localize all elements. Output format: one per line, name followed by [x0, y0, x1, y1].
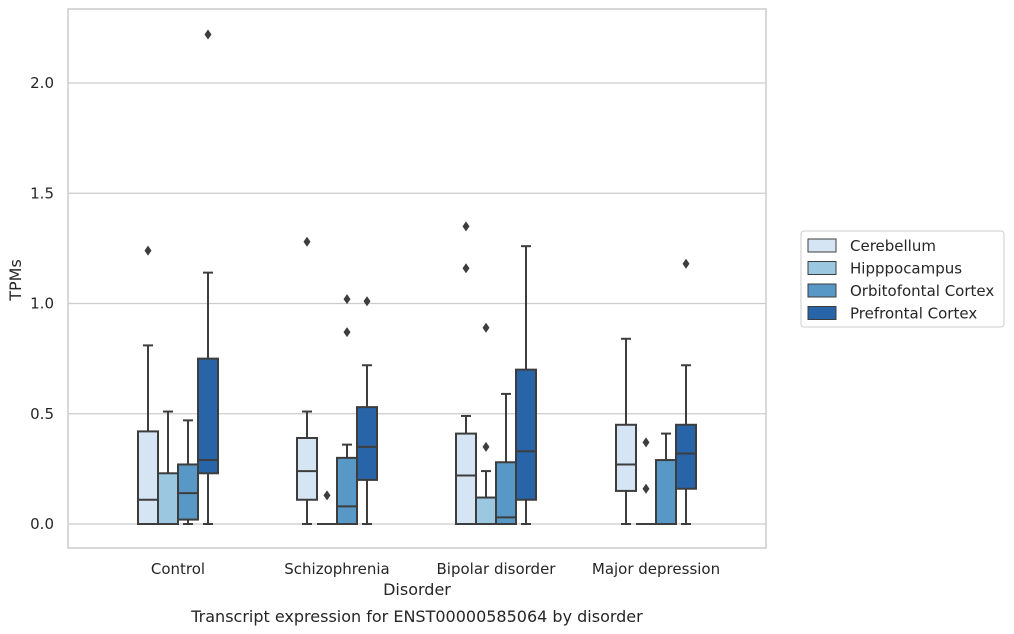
box-iqr — [336, 456, 358, 526]
box-group — [296, 236, 318, 525]
box-group — [455, 221, 477, 525]
box-group — [197, 29, 219, 525]
box-group — [675, 258, 697, 525]
box-iqr — [455, 432, 477, 525]
legend-frame — [800, 230, 1005, 328]
box-iqr — [655, 459, 677, 525]
box-iqr — [296, 437, 318, 501]
outlier-point — [323, 490, 331, 501]
box-iqr — [137, 430, 159, 526]
box-iqr — [615, 423, 637, 492]
box-group — [336, 294, 358, 526]
y-axis-title: TPMs — [6, 259, 25, 302]
box-group — [137, 245, 159, 526]
box-group — [615, 337, 637, 525]
y-tick-label: 1.5 — [30, 184, 54, 202]
legend-swatch — [807, 261, 837, 275]
legend-swatch — [807, 238, 837, 253]
box-group — [177, 419, 199, 525]
box-group — [495, 392, 517, 526]
box-group — [515, 245, 537, 525]
box-iqr — [157, 472, 179, 526]
boxes — [137, 29, 697, 526]
box-group — [356, 296, 378, 525]
box-iqr — [356, 406, 378, 481]
y-tick-label: 1.0 — [30, 295, 54, 313]
outlier-point — [642, 437, 650, 448]
outlier-point — [144, 245, 152, 256]
x-tick-labels: Control Schizophrenia Bipolar disorder Majo… — [151, 560, 720, 578]
box-group — [655, 432, 677, 525]
outlier-point — [343, 327, 351, 338]
legend-swatch — [807, 283, 837, 298]
box-iqr — [475, 496, 497, 526]
outlier-point — [303, 236, 311, 247]
box-group — [636, 437, 656, 525]
outlier-point — [682, 258, 690, 269]
x-tick-label: Control — [151, 560, 205, 578]
legend-label: Orbitofontal Cortex — [850, 282, 994, 300]
x-tick-label: Bipolar disorder — [437, 560, 557, 578]
legend: Cerebellum Hipppocampus Orbitofontal Corte… — [800, 230, 1005, 328]
x-tick-label: Schizophrenia — [284, 560, 389, 578]
outlier-point — [482, 441, 490, 452]
box-iqr — [515, 368, 537, 501]
legend-swatch — [807, 306, 837, 320]
x-tick-label: Major depression — [592, 560, 720, 578]
box-iqr — [197, 357, 219, 475]
y-tick-label: 2.0 — [30, 74, 54, 92]
box-group — [157, 410, 179, 526]
legend-label: Cerebellum — [850, 237, 936, 255]
plot-area-frame — [67, 8, 767, 549]
outlier-point — [363, 296, 371, 307]
grid-lines — [68, 82, 766, 525]
outlier-point — [204, 29, 212, 40]
y-tick-labels: 0.0 0.5 1.0 1.5 2.0 — [30, 74, 54, 533]
outlier-point — [462, 263, 470, 274]
legend-label: Hipppocampus — [850, 260, 962, 278]
legend-label: Prefrontal Cortex — [850, 305, 977, 323]
box-group — [475, 322, 497, 526]
x-axis-title: Disorder — [383, 580, 451, 599]
box-iqr — [177, 463, 199, 521]
outlier-point — [482, 322, 490, 333]
figure-caption: Transcript expression for ENST0000058506… — [190, 607, 643, 626]
y-tick-label: 0.5 — [30, 405, 54, 423]
outlier-point — [462, 221, 470, 232]
y-tick-label: 0.0 — [30, 515, 54, 533]
outlier-point — [343, 294, 351, 305]
box-group — [317, 490, 337, 525]
box-iqr — [495, 461, 517, 526]
outlier-point — [642, 483, 650, 494]
box-iqr — [675, 423, 697, 490]
